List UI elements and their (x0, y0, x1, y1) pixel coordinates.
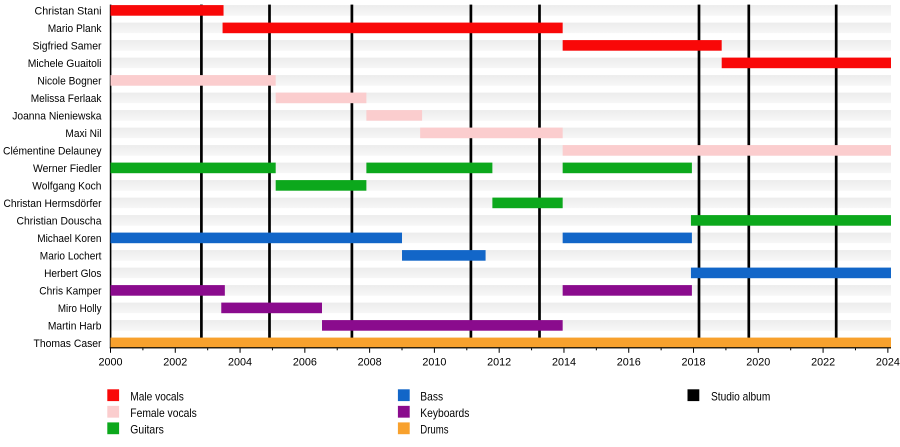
svg-text:2008: 2008 (358, 357, 382, 369)
svg-text:2006: 2006 (293, 357, 317, 369)
svg-text:Thomas Caser: Thomas Caser (34, 338, 102, 350)
svg-text:2024: 2024 (876, 357, 900, 369)
svg-text:2022: 2022 (811, 357, 835, 369)
svg-text:2018: 2018 (682, 357, 706, 369)
svg-text:Mario Plank: Mario Plank (48, 23, 102, 35)
svg-text:Drums: Drums (420, 423, 448, 437)
svg-text:Studio album: Studio album (711, 390, 770, 404)
svg-text:Keyboards: Keyboards (420, 406, 469, 420)
svg-text:Michele Guaitoli: Michele Guaitoli (28, 58, 102, 70)
svg-text:Guitars: Guitars (130, 423, 164, 437)
svg-text:Wolfgang Koch: Wolfgang Koch (32, 180, 101, 192)
svg-text:Werner Fiedler: Werner Fiedler (33, 163, 102, 175)
svg-text:2000: 2000 (98, 357, 122, 369)
svg-text:Herbert Glos: Herbert Glos (44, 268, 102, 280)
svg-text:Melissa Ferlaak: Melissa Ferlaak (31, 93, 102, 105)
svg-text:Clémentine Delauney: Clémentine Delauney (3, 145, 102, 157)
svg-text:2014: 2014 (552, 357, 576, 369)
svg-text:Miro Holly: Miro Holly (58, 303, 102, 315)
svg-text:Nicole Bogner: Nicole Bogner (37, 75, 101, 87)
svg-text:Female vocals: Female vocals (130, 406, 197, 420)
svg-text:2012: 2012 (487, 357, 511, 369)
svg-text:Martin Harb: Martin Harb (48, 320, 102, 332)
svg-text:2004: 2004 (228, 357, 252, 369)
svg-text:Christan Hermsdörfer: Christan Hermsdörfer (4, 198, 102, 210)
svg-text:Mario Lochert: Mario Lochert (40, 250, 102, 262)
svg-text:Male vocals: Male vocals (130, 390, 184, 404)
svg-text:Sigfried Samer: Sigfried Samer (33, 40, 102, 52)
svg-text:2010: 2010 (422, 357, 446, 369)
svg-text:Chris Kamper: Chris Kamper (39, 285, 102, 297)
svg-text:Joanna Nieniewska: Joanna Nieniewska (12, 110, 102, 122)
svg-text:Maxi Nil: Maxi Nil (65, 128, 101, 140)
svg-text:Christian Douscha: Christian Douscha (17, 215, 103, 227)
svg-text:Bass: Bass (420, 390, 443, 404)
svg-text:2020: 2020 (746, 357, 770, 369)
svg-text:2016: 2016 (617, 357, 641, 369)
svg-text:Christan Stani: Christan Stani (35, 5, 102, 17)
svg-text:2002: 2002 (163, 357, 187, 369)
svg-text:Michael Koren: Michael Koren (37, 233, 101, 245)
